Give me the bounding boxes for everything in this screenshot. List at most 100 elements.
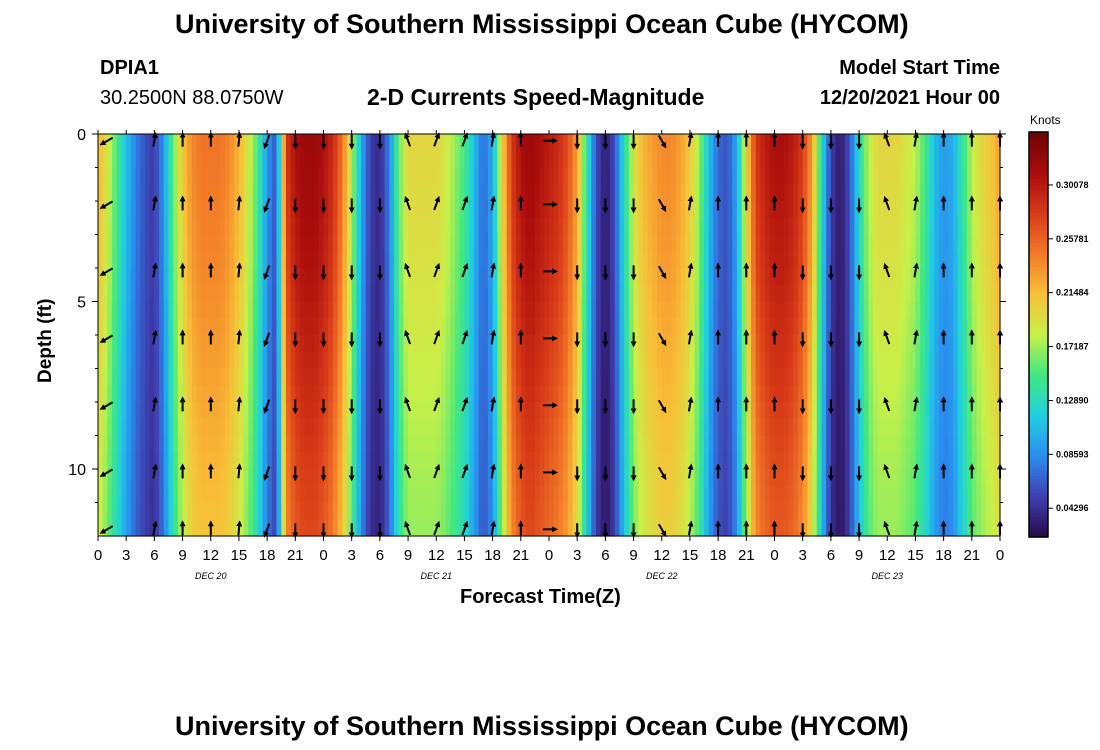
heatmap-cell [859, 368, 865, 386]
heatmap-cell [267, 418, 273, 437]
heatmap-cell [459, 519, 466, 537]
heatmap-cell [224, 217, 231, 236]
heatmap-cell [539, 234, 545, 252]
heatmap-cell [356, 402, 362, 420]
heatmap-cell [619, 251, 625, 269]
heatmap-cell [746, 318, 752, 336]
heatmap-cell [295, 167, 301, 185]
heatmap-cell [234, 301, 240, 319]
heatmap-cell [694, 469, 700, 487]
heatmap-cell [722, 502, 729, 520]
heatmap-cell [924, 251, 931, 269]
heatmap-cell [403, 485, 409, 504]
heatmap-cell [511, 418, 517, 437]
current-arrow [657, 135, 667, 149]
heatmap-cell [708, 335, 715, 353]
heatmap-cell [666, 268, 672, 286]
heatmap-cell [267, 519, 273, 537]
heatmap-cell [863, 217, 870, 236]
heatmap-cell [755, 251, 762, 269]
heatmap-cell [473, 134, 480, 152]
heatmap-cell [868, 234, 874, 252]
heatmap-cell [624, 167, 630, 185]
heatmap-cell [304, 184, 311, 202]
heatmap-cell [370, 519, 376, 537]
heatmap-cell [398, 251, 404, 269]
heatmap-cell [206, 519, 212, 537]
heatmap-cell [633, 385, 639, 403]
heatmap-cell [210, 435, 217, 453]
heatmap-cell [525, 418, 531, 437]
heatmap-cell [450, 452, 456, 470]
heatmap-cell [238, 184, 245, 202]
heatmap-cell [332, 268, 339, 286]
heatmap-cell [675, 452, 682, 470]
heatmap-cell [976, 368, 982, 386]
heatmap-cell [727, 234, 733, 252]
heatmap-cell [520, 402, 527, 420]
heatmap-cell [605, 519, 611, 537]
heatmap-cell [704, 284, 710, 303]
heatmap-cell [642, 368, 649, 386]
heatmap-cell [802, 519, 808, 537]
current-arrow [913, 131, 919, 147]
heatmap-cell [657, 385, 663, 403]
heatmap-cell [962, 201, 968, 219]
heatmap-cell [981, 318, 987, 336]
heatmap-cell [704, 452, 710, 470]
heatmap-cell [849, 452, 855, 470]
heatmap-cell [779, 201, 785, 219]
heatmap-cell [356, 335, 362, 353]
heatmap-cell [516, 368, 522, 386]
heatmap-cell [379, 234, 386, 252]
heatmap-cell [995, 485, 1001, 504]
heatmap-cell [849, 402, 855, 420]
heatmap-cell [910, 335, 917, 353]
heatmap-cell [614, 519, 621, 537]
heatmap-cell [173, 335, 179, 353]
heatmap-cell [614, 502, 621, 520]
heatmap-cell [661, 485, 668, 504]
heatmap-cell [403, 368, 409, 386]
heatmap-cell [816, 418, 823, 437]
heatmap-cell [426, 184, 433, 202]
heatmap-cell [408, 519, 414, 537]
heatmap-cell [995, 351, 1001, 370]
heatmap-cell [873, 452, 879, 470]
heatmap-cell [751, 335, 757, 353]
heatmap-cell [783, 201, 790, 219]
heatmap-cell [370, 150, 376, 169]
heatmap-cell [295, 251, 301, 269]
heatmap-cell [863, 167, 870, 185]
heatmap-cell [530, 184, 536, 202]
date-label: DEC 22 [646, 571, 678, 581]
heatmap-cell [830, 351, 837, 370]
heatmap-cell [877, 351, 884, 370]
heatmap-cell [375, 301, 381, 319]
heatmap-cell [98, 435, 104, 453]
heatmap-cell [727, 134, 733, 152]
heatmap-cell [577, 435, 583, 453]
heatmap-cell [708, 268, 715, 286]
heatmap-cell [346, 167, 353, 185]
heatmap-cell [774, 318, 780, 336]
heatmap-cell [638, 318, 644, 336]
heatmap-cell [398, 301, 404, 319]
heatmap-cell [436, 502, 442, 520]
heatmap-cell [530, 284, 536, 303]
heatmap-cell [633, 234, 639, 252]
heatmap-cell [455, 251, 461, 269]
heatmap-cell [891, 150, 898, 169]
heatmap-cell [746, 519, 752, 537]
heatmap-cell [534, 335, 541, 353]
heatmap-cell [107, 469, 113, 487]
heatmap-cell [459, 318, 466, 336]
heatmap-cell [309, 469, 315, 487]
heatmap-cell [746, 452, 752, 470]
heatmap-cell [163, 251, 170, 269]
heatmap-cell [948, 368, 954, 386]
heatmap-cell [455, 519, 461, 537]
heatmap-cell [868, 268, 874, 286]
heatmap-cell [328, 519, 334, 537]
heatmap-cell [553, 268, 559, 286]
